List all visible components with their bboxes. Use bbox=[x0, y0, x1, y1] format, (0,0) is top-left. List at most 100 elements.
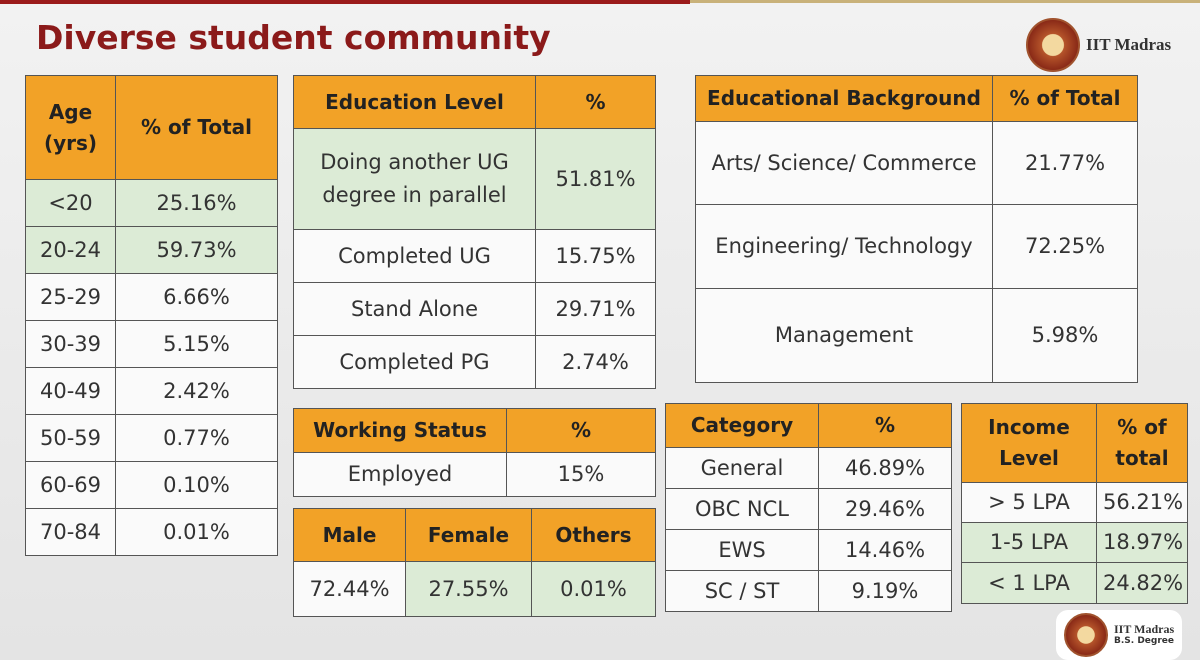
table: Category% General 46.89% OBC NCL 29.46% EWS 14… bbox=[665, 403, 952, 612]
header-row: Education Level% bbox=[293, 75, 656, 129]
header-cell: Income Level bbox=[961, 403, 1097, 483]
table-cell: Stand Alone bbox=[293, 282, 536, 336]
header-cell: Education Level bbox=[293, 75, 536, 129]
header-row: Income Level% of total bbox=[961, 403, 1188, 483]
table: Male Female Others 72.44% 27.55% 0.01% bbox=[293, 508, 656, 617]
table-cell: 15.75% bbox=[535, 229, 656, 283]
table-cell: 27.55% bbox=[405, 561, 532, 617]
table-row: Management 5.98% bbox=[695, 288, 1138, 383]
footer-logo: IIT Madras B.S. Degree bbox=[1056, 610, 1183, 660]
table-row: Completed PG 2.74% bbox=[293, 335, 656, 389]
table: Educational Background% of Total Arts/ Sc… bbox=[695, 75, 1138, 383]
table-cell: 21.77% bbox=[992, 121, 1138, 205]
table-row: 20-24 59.73% bbox=[25, 226, 278, 274]
logo-text: IIT Madras bbox=[1086, 35, 1172, 54]
table-cell: < 1 LPA bbox=[961, 562, 1097, 604]
table-cell: 72.25% bbox=[992, 204, 1138, 289]
header-cell: % of Total bbox=[115, 75, 278, 180]
table-row: 70-84 0.01% bbox=[25, 508, 278, 556]
table-cell: Arts/ Science/ Commerce bbox=[695, 121, 993, 205]
table-cell: > 5 LPA bbox=[961, 482, 1097, 523]
table-cell: 46.89% bbox=[818, 447, 952, 489]
table-row: Stand Alone 29.71% bbox=[293, 282, 656, 336]
table-cell: 25.16% bbox=[115, 179, 278, 227]
table-row: <20 25.16% bbox=[25, 179, 278, 227]
table-cell: 0.01% bbox=[531, 561, 656, 617]
table: Age (yrs)% of Total <20 25.16% 20-24 59.73% 2… bbox=[25, 75, 278, 556]
table-cell: 29.71% bbox=[535, 282, 656, 336]
table-cell: 0.77% bbox=[115, 414, 278, 462]
table-cell: 51.81% bbox=[535, 128, 656, 230]
table-cell: 9.19% bbox=[818, 570, 952, 612]
logo-seal bbox=[1064, 613, 1108, 657]
table-cell: Employed bbox=[293, 452, 507, 497]
table: Working Status% Employed 15% bbox=[293, 408, 656, 497]
table-row: Employed 15% bbox=[293, 452, 656, 497]
table-cell: 15% bbox=[506, 452, 656, 497]
table-cell: 50-59 bbox=[25, 414, 116, 462]
table-cell: 2.42% bbox=[115, 367, 278, 415]
table-row: > 5 LPA 56.21% bbox=[961, 482, 1188, 523]
table-cell: 5.98% bbox=[992, 288, 1138, 383]
table-row: Engineering/ Technology 72.25% bbox=[695, 204, 1138, 289]
header-row: Category% bbox=[665, 403, 952, 448]
table-cell: Engineering/ Technology bbox=[695, 204, 993, 289]
footer-logo-line: IIT Madras bbox=[1114, 622, 1175, 637]
table-cell: General bbox=[665, 447, 819, 489]
header-cell: % bbox=[535, 75, 656, 129]
header-cell: Working Status bbox=[293, 408, 507, 453]
header-cell: Age (yrs) bbox=[25, 75, 116, 180]
footer-logo-line: B.S. Degree bbox=[1114, 635, 1174, 646]
table-row: 25-29 6.66% bbox=[25, 273, 278, 321]
header-cell: % bbox=[818, 403, 952, 448]
header-cell: Category bbox=[665, 403, 819, 448]
table-row: 50-59 0.77% bbox=[25, 414, 278, 462]
table-cell: 14.46% bbox=[818, 529, 952, 571]
table-cell: Management bbox=[695, 288, 993, 383]
slide-title: Diverse student community bbox=[36, 18, 551, 57]
table-cell: 72.44% bbox=[293, 561, 406, 617]
table-row: General 46.89% bbox=[665, 447, 952, 489]
table-cell: OBC NCL bbox=[665, 488, 819, 530]
table-cell: 1-5 LPA bbox=[961, 522, 1097, 563]
table-row: 1-5 LPA 18.97% bbox=[961, 522, 1188, 563]
header-cell: Male bbox=[293, 508, 406, 562]
table-cell: <20 bbox=[25, 179, 116, 227]
table-cell: 25-29 bbox=[25, 273, 116, 321]
table-cell: Completed UG bbox=[293, 229, 536, 283]
table-row: Arts/ Science/ Commerce 21.77% bbox=[695, 121, 1138, 205]
table-cell: 70-84 bbox=[25, 508, 116, 556]
table-cell: 60-69 bbox=[25, 461, 116, 509]
table-row: 72.44% 27.55% 0.01% bbox=[293, 561, 656, 617]
header-cell: % bbox=[506, 408, 656, 453]
header-cell: % of total bbox=[1096, 403, 1188, 483]
header-row: Educational Background% of Total bbox=[695, 75, 1138, 122]
table-cell: 20-24 bbox=[25, 226, 116, 274]
table-cell: 29.46% bbox=[818, 488, 952, 530]
table-cell: 30-39 bbox=[25, 320, 116, 368]
table-row: OBC NCL 29.46% bbox=[665, 488, 952, 530]
logo-seal bbox=[1026, 18, 1080, 72]
table-cell: 5.15% bbox=[115, 320, 278, 368]
header-cell: % of Total bbox=[992, 75, 1138, 122]
header-row: Male Female Others bbox=[293, 508, 656, 562]
table-cell: 2.74% bbox=[535, 335, 656, 389]
header-cell: Female bbox=[405, 508, 532, 562]
header-cell: Educational Background bbox=[695, 75, 993, 122]
table-cell: 18.97% bbox=[1096, 522, 1188, 563]
top-bar bbox=[690, 0, 1200, 3]
logo: IIT Madras bbox=[1026, 18, 1171, 72]
table-row: Completed UG 15.75% bbox=[293, 229, 656, 283]
table-cell: 59.73% bbox=[115, 226, 278, 274]
table-row: EWS 14.46% bbox=[665, 529, 952, 571]
table-row: Doing another UG degree in parallel 51.81… bbox=[293, 128, 656, 230]
table-cell: EWS bbox=[665, 529, 819, 571]
header-cell: Others bbox=[531, 508, 656, 562]
top-bar bbox=[0, 0, 690, 4]
table-cell: 56.21% bbox=[1096, 482, 1188, 523]
table-row: 30-39 5.15% bbox=[25, 320, 278, 368]
table-cell: 6.66% bbox=[115, 273, 278, 321]
table: Education Level% Doing another UG degree … bbox=[293, 75, 656, 389]
table-cell: 0.01% bbox=[115, 508, 278, 556]
